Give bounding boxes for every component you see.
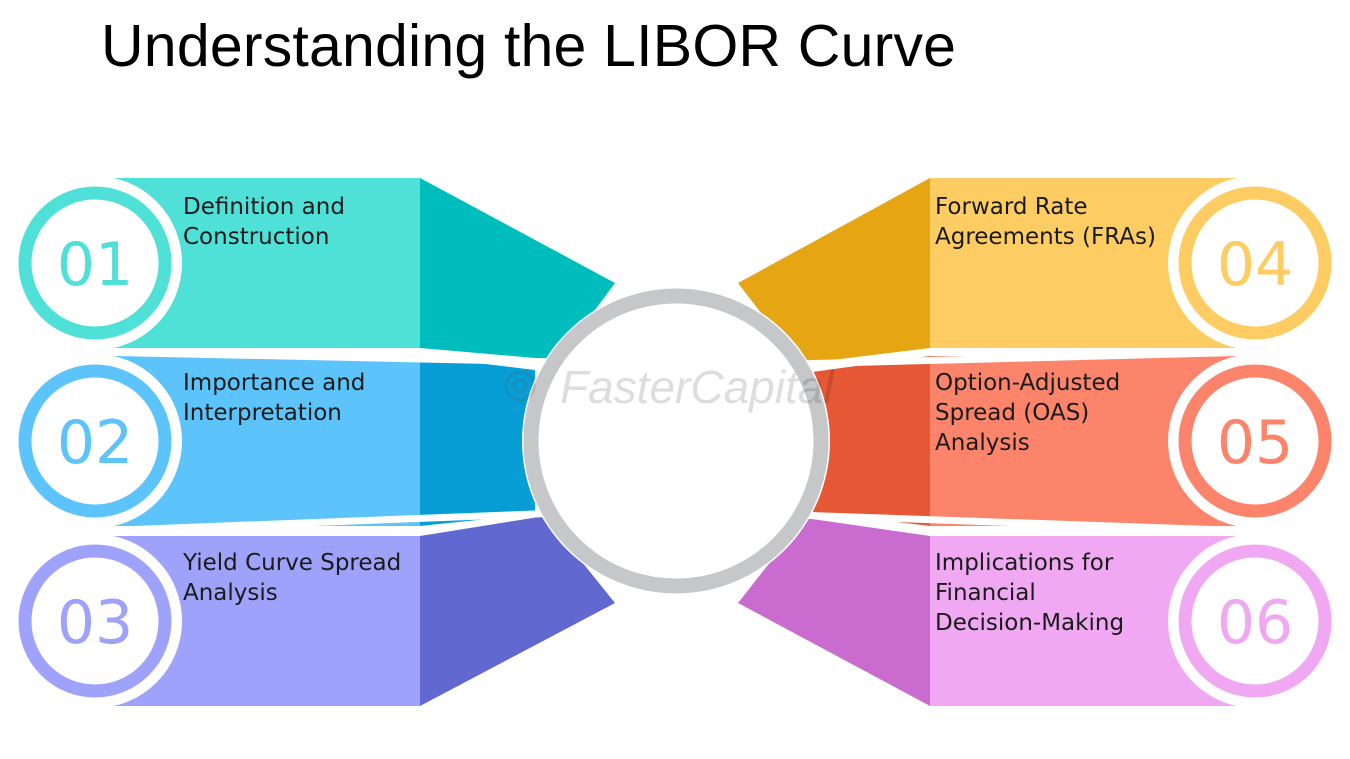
segment-04-band (930, 178, 1255, 348)
page-title: Understanding the LIBOR Curve (101, 13, 957, 79)
segment-04-wedge (738, 178, 930, 364)
row-separators (94, 348, 1256, 535)
number-01: 01 (57, 230, 133, 300)
number-circle-02: 02 (8, 354, 182, 528)
segment-03-band (95, 536, 420, 706)
number-02: 02 (57, 408, 133, 478)
number-05: 05 (1217, 408, 1293, 478)
center-circle: FasterCapital (504, 287, 835, 595)
segment-06-wedge (738, 518, 930, 706)
watermark-text: FasterCapital (560, 361, 835, 413)
number-03: 03 (57, 588, 133, 658)
item-06-label: Implications for Financial Decision-Maki… (935, 550, 1125, 636)
item-04-label: Forward Rate Agreements (FRAs) (935, 194, 1156, 250)
segment-05-wedge (812, 356, 930, 526)
segment-06-band (930, 536, 1255, 706)
number-04: 04 (1217, 230, 1293, 300)
number-circle-01: 01 (8, 176, 182, 350)
segment-01-band (95, 178, 420, 348)
segment-05-band (930, 356, 1255, 526)
watermark-gear-icon (504, 370, 536, 402)
number-circle-06: 06 (1168, 534, 1342, 708)
item-03-label: Yield Curve Spread Analysis (183, 550, 402, 606)
number-circle-04: 04 (1168, 176, 1342, 350)
number-circle-05: 05 (1168, 354, 1342, 528)
segment-03-wedge (420, 516, 615, 706)
right-segments (738, 178, 1255, 706)
segment-02-band (95, 356, 420, 526)
number-circle-03: 03 (8, 534, 182, 708)
segment-02-wedge (420, 356, 535, 526)
segment-01-wedge (420, 178, 615, 360)
item-05-label: Option-Adjusted Spread (OAS) Analysis (935, 370, 1121, 456)
item-01-label: Definition and Construction (183, 194, 345, 250)
item-02-label: Importance and Interpretation (183, 370, 366, 426)
number-06: 06 (1217, 588, 1293, 658)
left-segments (95, 178, 615, 706)
